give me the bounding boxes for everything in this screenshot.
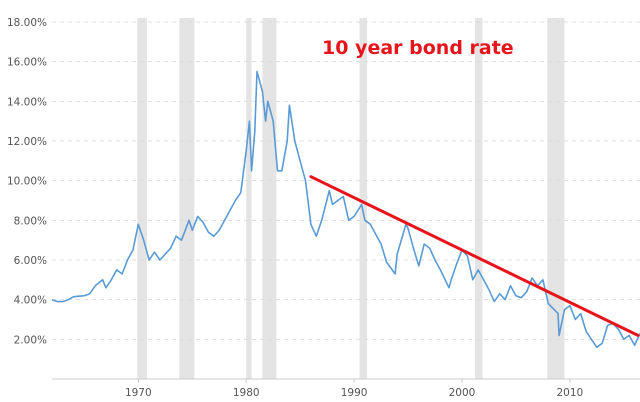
- recession-bands: [137, 18, 565, 379]
- recession-band-3: [262, 18, 277, 379]
- y-tick-label: 2.00%: [14, 334, 47, 346]
- recession-band-1: [179, 18, 195, 379]
- recession-band-6: [547, 18, 565, 379]
- x-axis-ticks: 1970 1980 1990 2000 2010: [125, 379, 583, 399]
- bond-rate-line: [51, 70, 640, 349]
- recession-band-5: [474, 18, 483, 379]
- y-tick-label: 4.00%: [14, 295, 47, 307]
- x-tick-label: 1970: [125, 387, 152, 399]
- chart-title: 10 year bond rate: [322, 37, 514, 59]
- y-axis-ticks: 2.00% 4.00% 6.00% 8.00% 10.00% 12.00% 14.00% 16…: [7, 17, 47, 346]
- x-tick-label: 2000: [449, 387, 476, 399]
- y-tick-label: 6.00%: [14, 255, 47, 267]
- x-tick-label: 1980: [233, 387, 260, 399]
- recession-band-0: [137, 18, 147, 379]
- recession-band-4: [359, 18, 368, 379]
- y-tick-label: 8.00%: [14, 215, 47, 227]
- recession-band-2: [246, 18, 252, 379]
- x-tick-label: 1990: [341, 387, 368, 399]
- y-tick-label: 16.00%: [7, 57, 47, 69]
- x-tick-label: 2010: [557, 387, 584, 399]
- trend-line: [309, 175, 640, 337]
- y-tick-label: 18.00%: [7, 17, 47, 29]
- y-tick-label: 14.00%: [7, 96, 47, 108]
- y-tick-label: 12.00%: [7, 136, 47, 148]
- y-tick-label: 10.00%: [7, 176, 47, 188]
